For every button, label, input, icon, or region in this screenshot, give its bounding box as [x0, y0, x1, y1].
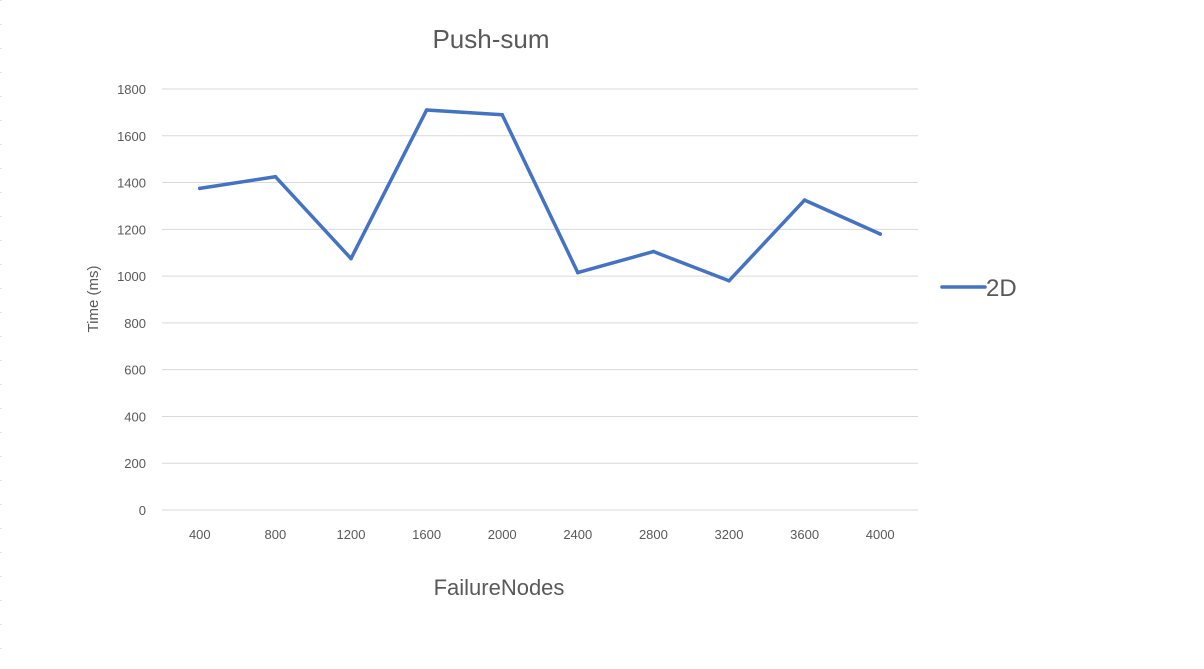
- data-point: [727, 278, 731, 283]
- data-point: [273, 174, 278, 179]
- legend-label: 2D: [986, 275, 1017, 302]
- y-axis-ticks: 0 200 400 600 800 1000 1200 1400 1600 1800: [117, 82, 146, 518]
- x-tick-label: 2400: [563, 527, 592, 542]
- x-tick-label: 800: [265, 527, 287, 542]
- data-point: [198, 186, 202, 191]
- y-tick-label: 1000: [117, 269, 146, 284]
- x-tick-label: 3600: [790, 527, 819, 542]
- y-tick-label: 600: [124, 363, 146, 378]
- data-point: [802, 198, 807, 202]
- x-tick-label: 3200: [715, 527, 744, 542]
- y-tick-label: 0: [139, 503, 146, 518]
- y-tick-label: 1400: [117, 176, 146, 191]
- x-tick-label: 400: [189, 527, 211, 542]
- sheet-edge: [0, 0, 2, 664]
- y-tick-label: 200: [124, 456, 146, 471]
- series-line-2D: [198, 108, 882, 283]
- chart-title: Push-sum: [432, 24, 549, 54]
- y-tick-label: 800: [124, 316, 146, 331]
- x-axis-title: FailureNodes: [434, 575, 565, 600]
- data-point: [424, 108, 429, 112]
- x-tick-label: 2000: [488, 527, 517, 542]
- data-point: [878, 232, 882, 236]
- gridlines: [162, 88, 918, 511]
- x-tick-label: 1600: [412, 527, 441, 542]
- y-axis-title: Time (ms): [85, 266, 102, 333]
- series-layer: [198, 108, 882, 283]
- x-axis-ticks: 400 800 1200 1600 2000 2400 2800 3200 3600 4000: [189, 527, 895, 542]
- data-point: [651, 249, 656, 254]
- x-tick-label: 2800: [639, 527, 668, 542]
- x-tick-label: 4000: [866, 527, 895, 542]
- data-point: [576, 270, 580, 275]
- data-point: [500, 112, 505, 117]
- y-tick-label: 1200: [117, 222, 146, 237]
- legend: 2D: [940, 275, 1017, 302]
- x-tick-label: 1200: [337, 527, 366, 542]
- y-tick-label: 400: [124, 409, 146, 424]
- data-point: [349, 256, 353, 261]
- y-tick-label: 1600: [117, 129, 146, 144]
- y-tick-label: 1800: [117, 82, 146, 97]
